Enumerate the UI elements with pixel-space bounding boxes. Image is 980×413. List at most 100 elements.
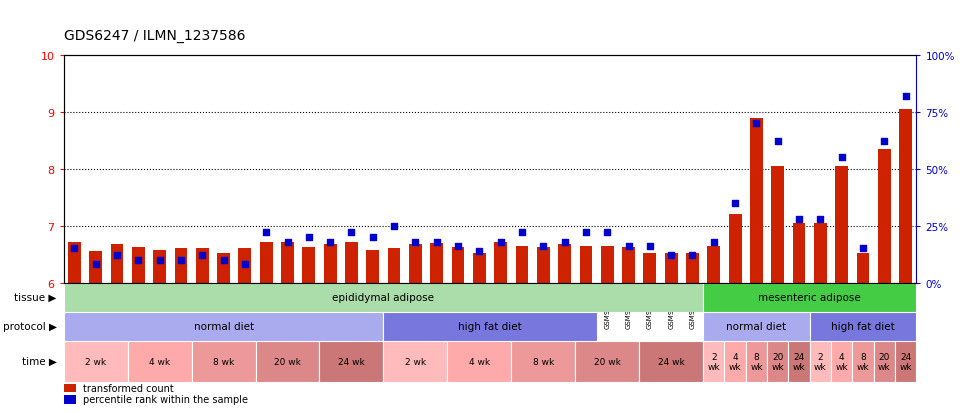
Bar — [729, 215, 742, 283]
Bar — [127, 341, 192, 382]
Bar — [559, 244, 571, 283]
Bar — [68, 242, 80, 283]
Bar — [281, 242, 294, 283]
Text: 2
wk: 2 wk — [814, 352, 827, 371]
Point — [259, 230, 274, 236]
Bar — [644, 254, 657, 283]
Point — [706, 239, 721, 245]
Bar — [132, 248, 145, 283]
Point — [279, 239, 295, 245]
Point — [557, 239, 572, 245]
Text: 2 wk: 2 wk — [85, 357, 106, 366]
Text: 4
wk: 4 wk — [729, 352, 742, 371]
Point — [450, 243, 465, 250]
Point — [322, 239, 338, 245]
Text: tissue ▶: tissue ▶ — [15, 292, 57, 302]
Point — [429, 239, 445, 245]
Bar — [196, 249, 209, 283]
Point — [812, 216, 828, 223]
Bar — [64, 395, 75, 404]
Bar — [323, 244, 336, 283]
Point — [109, 252, 124, 259]
Point — [791, 216, 807, 223]
Bar — [515, 246, 528, 283]
Text: 2
wk: 2 wk — [708, 352, 720, 371]
Bar — [409, 244, 421, 283]
Text: 8 wk: 8 wk — [213, 357, 234, 366]
Bar — [809, 341, 831, 382]
Bar — [537, 248, 550, 283]
Bar — [664, 254, 677, 283]
Bar — [793, 223, 806, 283]
Point — [600, 230, 615, 236]
Point — [408, 239, 423, 245]
Point — [130, 257, 146, 263]
Text: 8
wk: 8 wk — [857, 352, 869, 371]
Text: mesenteric adipose: mesenteric adipose — [759, 292, 861, 302]
Point — [578, 230, 594, 236]
Bar — [853, 341, 874, 382]
Bar — [708, 246, 720, 283]
Point — [749, 121, 764, 127]
Bar — [383, 341, 447, 382]
Text: 24 wk: 24 wk — [658, 357, 685, 366]
Point — [770, 139, 786, 145]
Point — [471, 248, 487, 254]
Text: 4 wk: 4 wk — [149, 357, 171, 366]
Bar — [383, 312, 597, 341]
Bar — [575, 341, 639, 382]
Bar — [895, 341, 916, 382]
Bar — [814, 223, 827, 283]
Bar — [260, 242, 272, 283]
Bar — [857, 254, 869, 283]
Text: normal diet: normal diet — [193, 321, 254, 331]
Text: time ▶: time ▶ — [22, 356, 57, 366]
Bar — [900, 110, 912, 283]
Text: 20
wk: 20 wk — [771, 352, 784, 371]
Bar — [64, 312, 383, 341]
Text: high fat diet: high fat diet — [458, 321, 522, 331]
Bar — [218, 254, 230, 283]
Bar — [724, 341, 746, 382]
Bar — [622, 248, 635, 283]
Bar — [345, 242, 358, 283]
Point — [152, 257, 168, 263]
Point — [237, 261, 253, 268]
Text: protocol ▶: protocol ▶ — [3, 321, 57, 331]
Point — [365, 234, 380, 241]
Point — [727, 200, 743, 207]
Text: 20 wk: 20 wk — [274, 357, 301, 366]
Text: high fat diet: high fat diet — [831, 321, 895, 331]
Bar — [686, 254, 699, 283]
Bar — [388, 249, 401, 283]
Bar — [64, 384, 75, 392]
Text: percentile rank within the sample: percentile rank within the sample — [83, 394, 248, 404]
Text: 20
wk: 20 wk — [878, 352, 891, 371]
Bar — [367, 250, 379, 283]
Bar — [256, 341, 319, 382]
Text: normal diet: normal diet — [726, 321, 787, 331]
Point — [88, 261, 104, 268]
Bar — [153, 250, 166, 283]
Text: 24
wk: 24 wk — [900, 352, 912, 371]
Bar — [512, 341, 575, 382]
Bar — [303, 248, 316, 283]
Bar — [835, 166, 848, 283]
Bar — [238, 249, 251, 283]
Bar — [878, 150, 891, 283]
Bar — [579, 246, 592, 283]
Bar — [174, 249, 187, 283]
Text: 8 wk: 8 wk — [533, 357, 554, 366]
Point — [514, 230, 530, 236]
Bar — [111, 244, 123, 283]
Point — [386, 223, 402, 230]
Bar — [750, 118, 762, 283]
Point — [67, 245, 82, 252]
Bar — [448, 341, 512, 382]
Bar — [430, 243, 443, 283]
Bar — [64, 283, 704, 312]
Bar — [771, 166, 784, 283]
Text: 20 wk: 20 wk — [594, 357, 620, 366]
Point — [898, 93, 913, 100]
Bar — [473, 254, 486, 283]
